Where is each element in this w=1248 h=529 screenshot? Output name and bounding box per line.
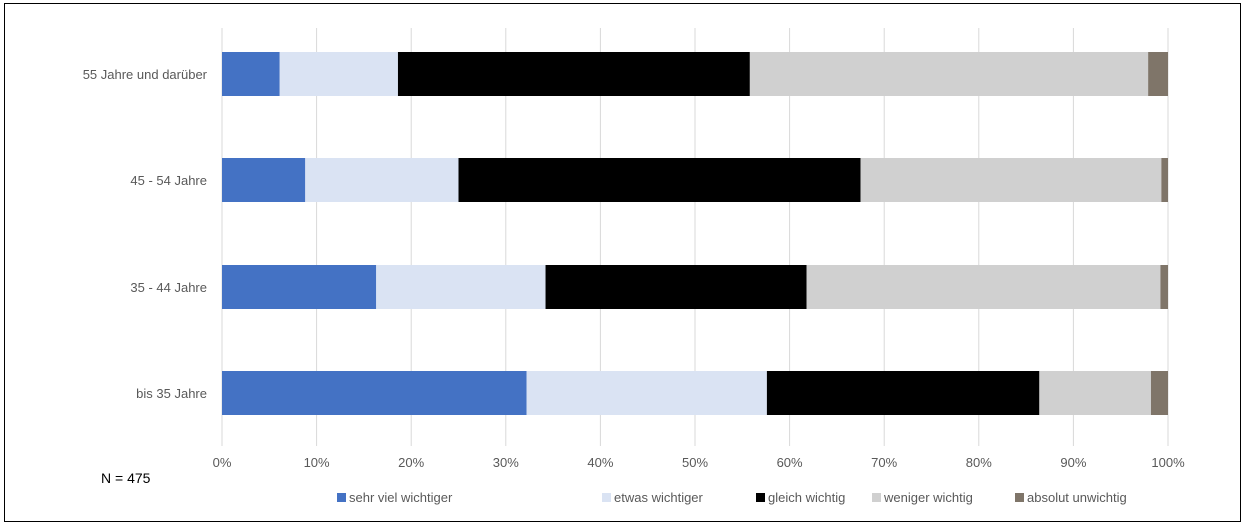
sample-size-note: N = 475 xyxy=(101,470,151,486)
x-tick-label: 40% xyxy=(587,455,613,470)
bar-segment xyxy=(458,158,861,202)
legend-swatch xyxy=(1015,493,1024,502)
legend-swatch xyxy=(756,493,765,502)
x-tick-label: 20% xyxy=(398,455,424,470)
bar-segment xyxy=(222,371,527,415)
category-label: 35 - 44 Jahre xyxy=(130,280,207,295)
bar-segment xyxy=(749,52,1149,96)
x-tick-label: 50% xyxy=(682,455,708,470)
legend-label: absolut unwichtig xyxy=(1027,490,1127,505)
legend-swatch xyxy=(337,493,346,502)
bar-segment xyxy=(222,52,280,96)
category-label: bis 35 Jahre xyxy=(136,386,207,401)
bar-segment xyxy=(279,52,398,96)
bar-segment xyxy=(545,265,807,309)
x-tick-label: 30% xyxy=(493,455,519,470)
legend-label: weniger wichtig xyxy=(883,490,973,505)
bar-segment xyxy=(305,158,459,202)
bar-segment xyxy=(222,158,306,202)
bar-segment xyxy=(766,371,1040,415)
x-tick-label: 90% xyxy=(1060,455,1086,470)
bar-segment xyxy=(1148,52,1168,96)
bar-segment xyxy=(1161,158,1168,202)
bar-segment xyxy=(806,265,1161,309)
legend-label: etwas wichtiger xyxy=(614,490,704,505)
legend-swatch xyxy=(602,493,611,502)
x-tick-label: 70% xyxy=(871,455,897,470)
legend-label: sehr viel wichtiger xyxy=(349,490,453,505)
bar-segment xyxy=(1039,371,1151,415)
x-tick-label: 0% xyxy=(213,455,232,470)
legend-swatch xyxy=(872,493,881,502)
x-tick-label: 100% xyxy=(1151,455,1185,470)
legend-label: gleich wichtig xyxy=(768,490,845,505)
bar-segment xyxy=(526,371,767,415)
bar-segment xyxy=(222,265,377,309)
category-label: 55 Jahre und darüber xyxy=(83,67,208,82)
x-tick-label: 60% xyxy=(777,455,803,470)
x-tick-label: 80% xyxy=(966,455,992,470)
bar-segment xyxy=(1150,371,1168,415)
bar-segment xyxy=(397,52,750,96)
category-label: 45 - 54 Jahre xyxy=(130,173,207,188)
x-tick-label: 10% xyxy=(304,455,330,470)
bar-segment xyxy=(1160,265,1168,309)
bar-segment xyxy=(860,158,1162,202)
bar-segment xyxy=(376,265,546,309)
